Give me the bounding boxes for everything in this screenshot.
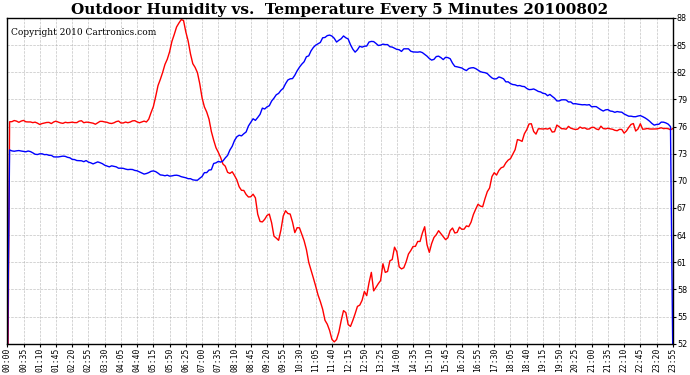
Title: Outdoor Humidity vs.  Temperature Every 5 Minutes 20100802: Outdoor Humidity vs. Temperature Every 5…: [72, 3, 609, 17]
Text: Copyright 2010 Cartronics.com: Copyright 2010 Cartronics.com: [10, 28, 156, 37]
